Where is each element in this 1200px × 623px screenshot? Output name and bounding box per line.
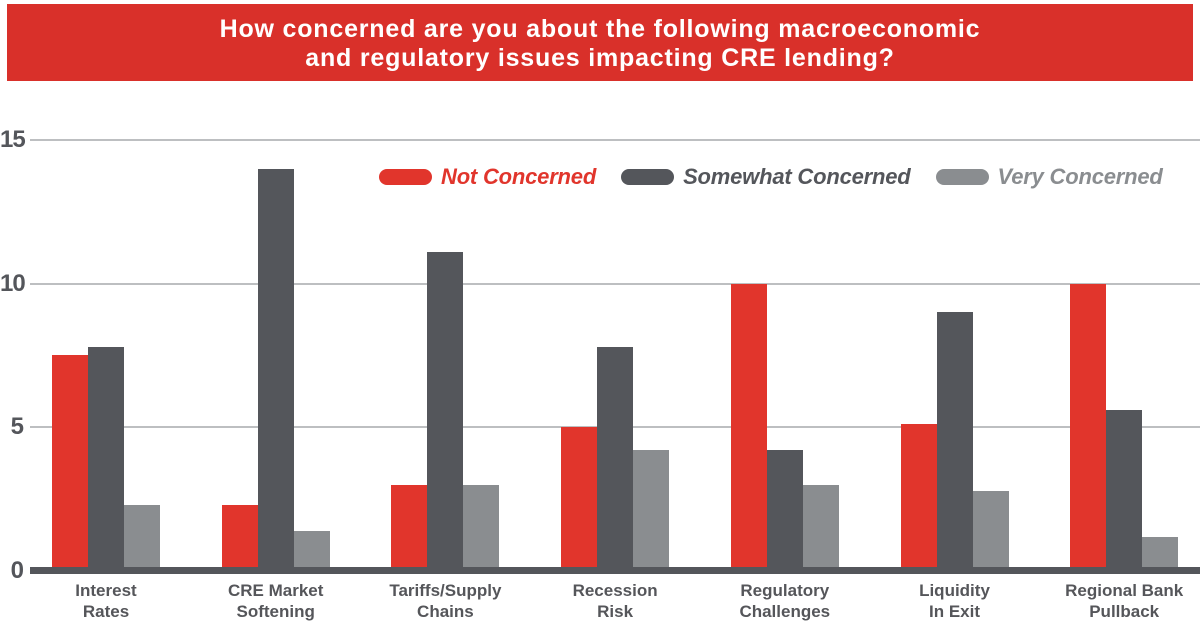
legend-item-somewhat-concerned: Somewhat Concerned <box>621 164 911 190</box>
bar-somewhat-concerned <box>936 312 973 571</box>
legend-swatch-icon <box>379 169 432 185</box>
bar-group-regional-bank-pullback <box>1070 284 1179 571</box>
legend-label: Not Concerned <box>441 164 597 189</box>
chart-title-banner: How concerned are you about the followin… <box>7 4 1193 81</box>
x-axis-label-regulatory-challenges: Regulatory Challenges <box>739 581 831 621</box>
bar-not-concerned <box>221 505 258 571</box>
x-axis-label-tariffs-supply-chains: Tariffs/Supply Chains <box>389 581 502 621</box>
gridline-10 <box>30 282 1200 285</box>
bar-very-concerned <box>633 450 670 571</box>
legend-label: Somewhat Concerned <box>683 164 911 189</box>
bar-somewhat-concerned <box>257 169 294 571</box>
bar-very-concerned <box>124 505 160 571</box>
bar-not-concerned <box>391 485 428 571</box>
legend-swatch-icon <box>935 169 989 185</box>
chart-title-line1: How concerned are you about the followin… <box>219 15 981 43</box>
bar-group-recession-risk <box>561 347 670 571</box>
bar-very-concerned <box>802 485 839 571</box>
bar-not-concerned <box>900 424 937 571</box>
y-tick-label-10: 10 <box>0 269 26 297</box>
y-tick-label-5: 5 <box>10 413 24 441</box>
bar-somewhat-concerned <box>597 347 634 571</box>
plot-area <box>30 139 1200 574</box>
legend-label: Very Concerned <box>997 164 1163 189</box>
x-axis-line <box>30 567 1200 574</box>
bar-group-interest-rates <box>52 347 160 571</box>
x-axis-label-interest-rates: Interest Rates <box>75 581 137 621</box>
bar-very-concerned <box>972 491 1009 571</box>
gridline-15 <box>30 139 1200 141</box>
bar-somewhat-concerned <box>1106 410 1143 571</box>
bar-group-tariffs-supply-chains <box>391 252 500 571</box>
legend-item-very-concerned: Very Concerned <box>935 164 1163 190</box>
bar-very-concerned <box>1142 537 1179 571</box>
x-axis-label-liquidity-in-exit: Liquidity In Exit <box>919 581 990 621</box>
bar-very-concerned <box>463 485 500 571</box>
y-tick-label-0: 0 <box>10 557 24 584</box>
bar-somewhat-concerned <box>88 347 124 571</box>
bar-somewhat-concerned <box>427 252 464 571</box>
bar-not-concerned <box>730 284 767 571</box>
bar-group-regulatory-challenges <box>730 284 839 571</box>
chart-title-line2: and regulatory issues impacting CRE lend… <box>305 44 895 72</box>
bar-not-concerned <box>561 427 598 571</box>
chart-legend: Not Concerned Somewhat Concerned Very Conc… <box>379 163 1163 191</box>
bar-group-cre-market-softening <box>221 169 330 571</box>
bar-not-concerned <box>52 355 88 571</box>
x-axis-label-cre-market-softening: CRE Market Softening <box>227 581 324 621</box>
legend-item-not-concerned: Not Concerned <box>379 164 596 190</box>
y-tick-label-15: 15 <box>0 126 26 153</box>
bar-not-concerned <box>1070 284 1107 571</box>
bar-somewhat-concerned <box>766 450 803 571</box>
x-axis-label-recession-risk: Recession Risk <box>572 581 658 621</box>
x-axis-label-regional-bank-pullback: Regional Bank Pullback <box>1065 581 1184 621</box>
bar-very-concerned <box>293 531 330 571</box>
legend-swatch-icon <box>621 169 675 185</box>
bar-group-liquidity-in-exit <box>900 312 1009 571</box>
